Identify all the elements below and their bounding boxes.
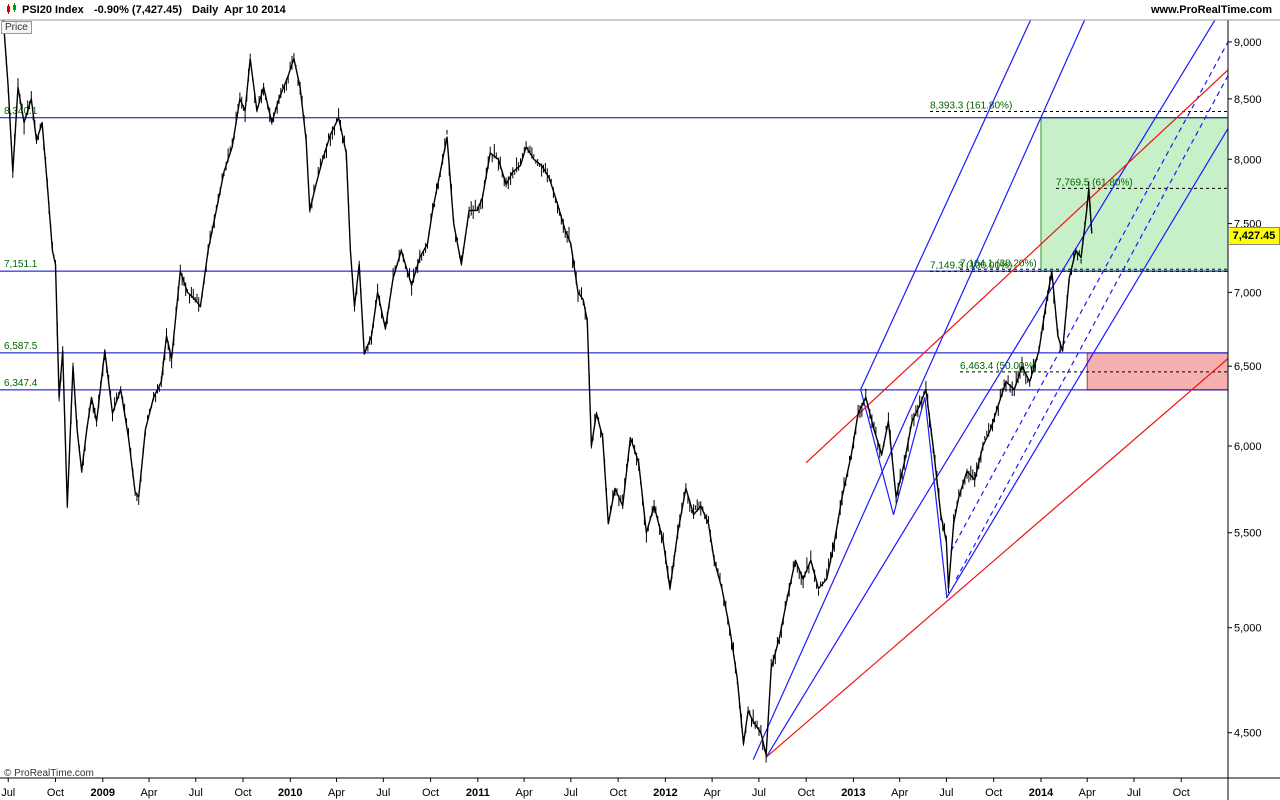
- x-tick-label: Apr: [891, 787, 908, 799]
- red-trendline: [765, 358, 1228, 758]
- x-tick-label: 2010: [278, 787, 302, 799]
- chart-header: PSI20 Index -0.90% (7,427.45) Daily Apr …: [0, 0, 1280, 20]
- axes-layer: 4,5005,0005,5006,0006,5007,0007,5008,000…: [0, 19, 1280, 800]
- levels-layer: 8,340.1 7,151.1 6,587.5 6,347.4 8,393.3 (161…: [0, 100, 1228, 391]
- timeframe: Daily: [192, 4, 219, 16]
- level-label: 6,347.4: [4, 378, 38, 389]
- x-tick-label: 2009: [91, 787, 115, 799]
- y-tick-label: 6,500: [1234, 361, 1262, 373]
- price-pane-label: Price: [1, 21, 32, 34]
- fib-level-label: 6,463.4 (50.00%): [960, 361, 1037, 372]
- x-tick-label: Apr: [516, 787, 533, 799]
- x-tick-label: Oct: [47, 787, 64, 799]
- x-tick-label: Apr: [1079, 787, 1096, 799]
- x-tick-label: Jul: [376, 787, 390, 799]
- instrument-symbol: PSI20 Index: [22, 4, 84, 16]
- price-line: [2, 20, 1093, 756]
- x-tick-label: 2014: [1029, 787, 1054, 799]
- trendlines-layer: [752, 20, 1228, 760]
- x-tick-label: Apr: [140, 787, 157, 799]
- fib-level-label: 7,769.5 (61.80%): [1056, 177, 1133, 188]
- x-tick-label: Oct: [422, 787, 439, 799]
- x-tick-label: Jul: [564, 787, 578, 799]
- y-tick-label: 9,000: [1234, 37, 1262, 49]
- y-tick-label: 5,500: [1234, 528, 1262, 540]
- fib-level-label: 7,164.1 (38.20%): [960, 258, 1037, 269]
- blue-trendline: [924, 397, 948, 599]
- x-tick-label: Apr: [704, 787, 721, 799]
- x-tick-label: Jul: [939, 787, 953, 799]
- copyright-text: © ProRealTime.com: [4, 768, 94, 779]
- x-tick-label: Oct: [234, 787, 251, 799]
- blue-trendline: [945, 128, 1228, 599]
- blue-trendline: [892, 397, 926, 515]
- price-change: -0.90% (7,427.45): [94, 4, 183, 16]
- blue-trendline: [950, 41, 1228, 552]
- current-price-tag: 7,427.45: [1228, 227, 1280, 245]
- fib-level-label: 7,149.3 (100.00%): [930, 260, 1012, 271]
- zones-layer: [1040, 117, 1229, 391]
- x-tick-label: Jul: [189, 787, 203, 799]
- level-label: 6,587.5: [4, 341, 38, 352]
- x-tick-label: Oct: [798, 787, 815, 799]
- y-tick-label: 6,000: [1234, 441, 1262, 453]
- level-label: 7,151.1: [4, 259, 38, 270]
- y-tick-label: 8,500: [1234, 94, 1262, 106]
- price-series-layer: [2, 20, 1093, 763]
- blue-trendline: [860, 20, 1032, 390]
- x-tick-label: 2013: [841, 787, 865, 799]
- site-url[interactable]: www.ProRealTime.com: [1150, 4, 1272, 16]
- x-tick-label: Jul: [1, 787, 15, 799]
- candlestick-icon: [7, 3, 16, 14]
- blue-trendline: [765, 20, 1216, 758]
- x-tick-label: Jul: [1127, 787, 1141, 799]
- target-zone: [1040, 117, 1229, 272]
- level-label: 8,340.1: [4, 106, 38, 117]
- y-tick-label: 7,000: [1234, 287, 1262, 299]
- x-tick-label: Oct: [1173, 787, 1190, 799]
- red-trendline: [805, 69, 1228, 464]
- chart-date: Apr 10 2014: [224, 4, 286, 16]
- x-tick-label: Apr: [328, 787, 345, 799]
- blue-trendline: [860, 389, 895, 515]
- y-tick-label: 8,000: [1234, 154, 1262, 166]
- y-tick-label: 4,500: [1234, 728, 1262, 740]
- x-tick-label: 2011: [466, 787, 490, 799]
- x-tick-label: Jul: [752, 787, 766, 799]
- blue-trendline: [752, 20, 1086, 760]
- x-tick-label: Oct: [985, 787, 1002, 799]
- x-tick-label: 2012: [653, 787, 677, 799]
- x-tick-label: Oct: [610, 787, 627, 799]
- fib-level-label: 8,393.3 (161.80%): [930, 100, 1012, 111]
- y-tick-label: 5,000: [1234, 623, 1262, 635]
